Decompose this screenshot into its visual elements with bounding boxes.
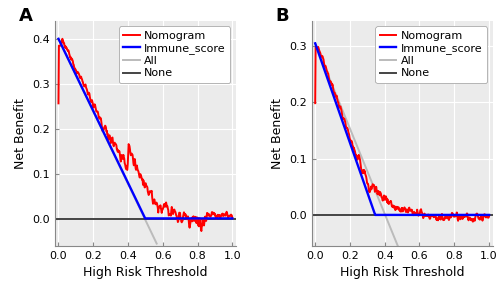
Nomogram — [198, 229, 204, 233]
Nomogram — [370, 184, 376, 188]
Immune_score — [382, 213, 388, 217]
Nomogram — [315, 45, 321, 49]
Immune_score — [182, 217, 188, 220]
Immune_score — [124, 180, 130, 183]
Nomogram — [486, 215, 492, 218]
Nomogram — [382, 196, 388, 200]
Immune_score — [230, 217, 235, 220]
Y-axis label: Net Benefit: Net Benefit — [14, 98, 27, 169]
Nomogram — [422, 213, 428, 217]
Line: Immune_score: Immune_score — [58, 39, 233, 218]
Nomogram — [112, 142, 118, 146]
Nomogram — [77, 76, 83, 79]
X-axis label: High Risk Threshold: High Risk Threshold — [83, 266, 208, 279]
Nomogram — [56, 102, 62, 105]
Immune_score — [439, 213, 445, 217]
Line: Nomogram: Nomogram — [58, 39, 233, 231]
Legend: Nomogram, Immune_score, All, None: Nomogram, Immune_score, All, None — [118, 27, 230, 83]
Nomogram — [182, 214, 188, 218]
Immune_score — [422, 213, 428, 217]
Nomogram — [230, 216, 235, 220]
Text: A: A — [19, 7, 32, 25]
Nomogram — [334, 94, 340, 97]
X-axis label: High Risk Threshold: High Risk Threshold — [340, 266, 464, 279]
Immune_score — [312, 42, 318, 45]
Text: B: B — [276, 7, 289, 25]
Y-axis label: Net Benefit: Net Benefit — [270, 98, 283, 169]
Immune_score — [369, 204, 375, 207]
Immune_score — [333, 101, 339, 105]
Immune_score — [372, 213, 378, 217]
Line: Immune_score: Immune_score — [315, 44, 489, 215]
Immune_score — [76, 80, 82, 84]
Legend: Nomogram, Immune_score, All, None: Nomogram, Immune_score, All, None — [376, 27, 487, 83]
Immune_score — [486, 213, 492, 217]
Immune_score — [166, 217, 172, 220]
Nomogram — [470, 220, 476, 224]
Nomogram — [439, 212, 445, 216]
Nomogram — [60, 37, 66, 41]
Nomogram — [124, 162, 130, 166]
Nomogram — [182, 212, 188, 216]
Nomogram — [312, 101, 318, 105]
Immune_score — [56, 37, 62, 41]
Nomogram — [438, 215, 444, 218]
Nomogram — [166, 208, 172, 212]
Immune_score — [182, 217, 188, 220]
Immune_score — [112, 154, 118, 158]
Immune_score — [142, 217, 148, 220]
Immune_score — [438, 213, 444, 217]
Line: Nomogram: Nomogram — [315, 47, 489, 222]
